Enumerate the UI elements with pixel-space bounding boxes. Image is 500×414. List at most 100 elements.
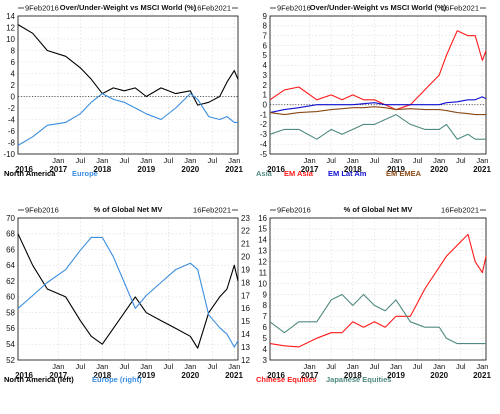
x-year-label: 2018 xyxy=(344,165,362,174)
y-tick-label: 5 xyxy=(263,334,268,343)
y-tick-label: 8 xyxy=(11,46,16,55)
legend-entry: North America xyxy=(4,169,56,178)
y-tick-label: 13 xyxy=(258,247,267,256)
y-tick-label: 52 xyxy=(6,356,15,365)
x-tick-label: Jan xyxy=(184,156,196,165)
x-year-label: 2021 xyxy=(225,165,243,174)
series-line-chinese-equities xyxy=(269,233,487,348)
y-tick-label: -4 xyxy=(8,115,16,124)
series-line-north-america xyxy=(17,24,239,106)
legend-entry: Chinese Equities xyxy=(256,375,316,384)
series-line-em-emea xyxy=(269,106,486,116)
plot-frame xyxy=(17,217,239,361)
legend-entry: EM Asia xyxy=(284,169,314,178)
series-line-north-america-left- xyxy=(17,233,239,349)
x-tick-label: Jul xyxy=(326,362,336,371)
x-tick-label: Jul xyxy=(456,156,466,165)
y-tick-label: 3 xyxy=(263,356,268,365)
x-tick-label: Jan xyxy=(433,362,445,371)
y-tick-label: 3 xyxy=(263,71,268,80)
x-tick-label: Jan xyxy=(476,362,488,371)
x-tick-label: Jul xyxy=(413,362,423,371)
y-tick-label: 1 xyxy=(263,91,268,100)
x-year-label: 2018 xyxy=(93,165,111,174)
x-tick-label: Jan xyxy=(390,156,402,165)
y-tick-label: 58 xyxy=(6,308,15,317)
y-tick-label: 70 xyxy=(6,214,15,223)
y-tick-label: 10 xyxy=(6,35,15,44)
x-tick-label: Jan xyxy=(140,362,152,371)
x-year-label: 2020 xyxy=(430,165,448,174)
y-tick-label: 4 xyxy=(11,69,16,78)
legend-entry: Europe xyxy=(72,169,98,178)
x-tick-label: Jan xyxy=(52,362,64,371)
y-tick-label: 9 xyxy=(263,290,268,299)
y-tick-label: 14 xyxy=(258,236,267,245)
y-tick-label: -1 xyxy=(260,110,268,119)
y2-tick-label: 22 xyxy=(241,227,250,236)
x-tick-label: Jul xyxy=(456,362,466,371)
y-tick-label: 10 xyxy=(258,279,267,288)
series-line-asia xyxy=(269,114,486,140)
x-tick-label: Jan xyxy=(304,362,316,371)
x-tick-label: Jan xyxy=(184,362,196,371)
x-year-label: 2021 xyxy=(473,165,491,174)
y-tick-label: -3 xyxy=(260,130,268,139)
x-year-label: 2021 xyxy=(473,371,491,380)
y-tick-label: 2 xyxy=(11,81,16,90)
legend-entry: North America (left) xyxy=(4,375,74,384)
x-tick-label: Jul xyxy=(208,362,218,371)
y-tick-label: 12 xyxy=(6,23,15,32)
y-tick-label: 62 xyxy=(6,277,15,286)
y-tick-label: 0 xyxy=(263,101,268,110)
y-tick-label: 64 xyxy=(6,261,15,270)
x-tick-label: Jan xyxy=(52,156,64,165)
y-tick-label: 7 xyxy=(263,312,268,321)
x-tick-label: Jan xyxy=(140,156,152,165)
x-year-label: 2017 xyxy=(49,371,67,380)
y2-tick-label: 17 xyxy=(241,291,250,300)
x-tick-label: Jan xyxy=(390,362,402,371)
y-tick-label: 6 xyxy=(263,41,268,50)
y2-tick-label: 12 xyxy=(241,356,250,365)
y-tick-label: 68 xyxy=(6,230,15,239)
y2-tick-label: 21 xyxy=(241,240,250,249)
y-tick-label: 14 xyxy=(6,12,15,21)
x-tick-label: Jul xyxy=(208,156,218,165)
x-year-label: 2020 xyxy=(181,165,199,174)
y-tick-label: 12 xyxy=(258,257,267,266)
chart-panel-3: 5254565860626466687012131415161718192021… xyxy=(4,205,250,384)
x-tick-label: Jul xyxy=(326,156,336,165)
x-year-label: 2019 xyxy=(137,165,155,174)
legend-entry: Japanese Equities xyxy=(326,375,391,384)
y-tick-label: 5 xyxy=(263,51,268,60)
end-date-label: 16Feb2021 xyxy=(193,206,231,215)
x-year-label: 2019 xyxy=(387,165,405,174)
y2-tick-label: 16 xyxy=(241,304,250,313)
legend-entry: Asia xyxy=(256,169,273,178)
x-year-label: 2016 xyxy=(267,371,285,380)
x-tick-label: Jan xyxy=(228,156,240,165)
y-tick-label: 7 xyxy=(263,32,268,41)
chart-title: % of Global Net MV xyxy=(344,205,413,214)
chart-title: Over/Under-Weight vs MSCI World (%) xyxy=(310,3,447,12)
series-line-em-asia xyxy=(269,30,487,111)
y-tick-label: 2 xyxy=(263,81,268,90)
x-tick-label: Jan xyxy=(304,156,316,165)
x-tick-label: Jan xyxy=(476,156,488,165)
x-year-label: 2017 xyxy=(49,165,67,174)
y2-tick-label: 20 xyxy=(241,253,250,262)
y-tick-label: 15 xyxy=(258,225,267,234)
series-line-europe-right- xyxy=(17,236,239,348)
x-tick-label: Jul xyxy=(164,156,174,165)
x-tick-label: Jul xyxy=(120,156,130,165)
legend-entry: EM Lat Am xyxy=(328,169,367,178)
start-date-label: 9Feb2016 xyxy=(277,4,311,13)
x-tick-label: Jul xyxy=(370,362,380,371)
y-tick-label: -2 xyxy=(260,120,268,129)
y2-tick-label: 23 xyxy=(241,214,250,223)
x-tick-label: Jul xyxy=(164,362,174,371)
x-tick-label: Jan xyxy=(433,156,445,165)
y-tick-label: -8 xyxy=(8,138,16,147)
